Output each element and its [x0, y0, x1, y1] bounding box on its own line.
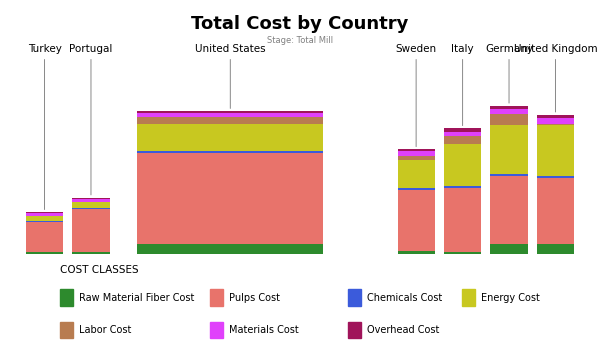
- Bar: [444, 136, 481, 144]
- Bar: [73, 252, 110, 254]
- Bar: [73, 199, 110, 202]
- Bar: [398, 250, 435, 254]
- Bar: [444, 144, 481, 186]
- Text: Chemicals Cost: Chemicals Cost: [367, 293, 442, 303]
- Bar: [137, 244, 323, 254]
- Bar: [537, 126, 574, 176]
- Text: Portugal: Portugal: [69, 44, 113, 195]
- Text: COST CLASSES: COST CLASSES: [60, 265, 139, 275]
- Bar: [73, 202, 110, 208]
- Bar: [490, 175, 527, 176]
- Bar: [26, 221, 63, 222]
- Bar: [398, 190, 435, 250]
- Bar: [26, 252, 63, 254]
- Bar: [537, 244, 574, 254]
- Bar: [444, 186, 481, 188]
- Bar: [73, 209, 110, 252]
- Bar: [137, 113, 323, 117]
- Bar: [73, 197, 110, 199]
- Bar: [137, 153, 323, 244]
- Bar: [490, 244, 527, 254]
- Bar: [444, 131, 481, 136]
- Bar: [537, 124, 574, 126]
- Text: Total Cost by Country: Total Cost by Country: [191, 15, 409, 33]
- Text: Pulps Cost: Pulps Cost: [229, 293, 280, 303]
- Text: Labor Cost: Labor Cost: [79, 325, 131, 335]
- Bar: [490, 114, 527, 125]
- Text: Turkey: Turkey: [28, 44, 61, 209]
- Bar: [537, 118, 574, 124]
- Bar: [537, 176, 574, 178]
- Bar: [137, 111, 323, 113]
- Bar: [490, 109, 527, 114]
- Text: Overhead Cost: Overhead Cost: [367, 325, 440, 335]
- Bar: [26, 213, 63, 216]
- Bar: [137, 117, 323, 125]
- Text: Stage: Total Mill: Stage: Total Mill: [267, 36, 333, 45]
- Bar: [444, 252, 481, 254]
- Text: United Kingdom: United Kingdom: [514, 44, 597, 112]
- Bar: [398, 151, 435, 156]
- Bar: [398, 160, 435, 188]
- Bar: [26, 222, 63, 252]
- Bar: [444, 129, 481, 131]
- Text: United States: United States: [195, 44, 266, 109]
- Bar: [444, 188, 481, 252]
- Text: Sweden: Sweden: [395, 44, 437, 147]
- Bar: [73, 208, 110, 209]
- Bar: [398, 188, 435, 190]
- Bar: [490, 106, 527, 109]
- Text: Materials Cost: Materials Cost: [229, 325, 299, 335]
- Bar: [398, 156, 435, 160]
- Bar: [26, 212, 63, 213]
- Bar: [137, 151, 323, 153]
- Bar: [537, 115, 574, 118]
- Text: Italy: Italy: [451, 44, 474, 126]
- Bar: [137, 125, 323, 151]
- Text: Raw Material Fiber Cost: Raw Material Fiber Cost: [79, 293, 194, 303]
- Text: Energy Cost: Energy Cost: [481, 293, 540, 303]
- Bar: [537, 178, 574, 244]
- Bar: [398, 150, 435, 151]
- Bar: [490, 125, 527, 175]
- Bar: [26, 216, 63, 221]
- Text: Germany: Germany: [485, 44, 533, 103]
- Bar: [490, 176, 527, 244]
